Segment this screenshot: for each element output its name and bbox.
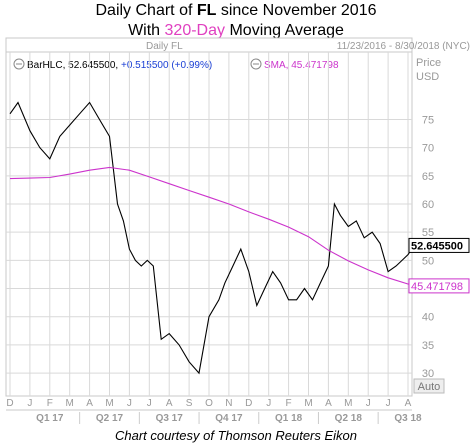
- x-month-label: D: [6, 398, 13, 409]
- x-month-label: S: [186, 398, 193, 409]
- x-quarter-label: Q2 17: [96, 413, 124, 424]
- axis-mode-button[interactable]: [413, 378, 445, 394]
- sma-series-line: [9, 166, 415, 287]
- last-sma-tag-bg: [408, 278, 470, 294]
- x-month-label: A: [166, 398, 173, 409]
- y-tick-label: 35: [422, 340, 434, 352]
- subtitle-suffix: Moving Average: [225, 22, 344, 39]
- price-axis-title: Price: [416, 57, 441, 69]
- x-month-label: D: [245, 398, 252, 409]
- x-quarter-label: Q2 18: [335, 413, 363, 424]
- x-quarter-label: Q3 17: [156, 413, 184, 424]
- y-tick-label: 55: [422, 227, 434, 239]
- price-axis-unit: USD: [416, 71, 439, 83]
- chart-subtitle-label: Daily FL: [146, 41, 183, 52]
- legend-sep-2: ,: [115, 60, 121, 71]
- legend-sma-last: 45.471798: [291, 60, 339, 71]
- last-price-tag: 52.645500: [408, 237, 470, 253]
- date-range-label: 11/23/2016 - 8/30/2018 (NYC): [337, 41, 470, 52]
- y-tick-label: 60: [422, 199, 434, 211]
- x-quarter-label: Q4 17: [215, 413, 243, 424]
- price-series-line: [9, 101, 415, 375]
- x-month-label: J: [266, 398, 271, 409]
- x-quarter-label: Q1 18: [275, 413, 303, 424]
- title-prefix: Daily Chart of: [95, 2, 197, 19]
- y-tick-label: 40: [422, 312, 434, 324]
- x-month-label: O: [205, 398, 213, 409]
- x-month-label: A: [86, 398, 93, 409]
- chart-subtitle: With 320-Day Moving Average: [0, 22, 472, 40]
- price-series-icon[interactable]: [13, 58, 25, 70]
- chart-title: Daily Chart of FL since November 2016: [0, 2, 472, 20]
- x-quarter-label: Q3 18: [394, 413, 422, 424]
- x-quarter-label: Q1 17: [36, 413, 64, 424]
- legend: BarHLC, 52.645500, +0.515500 (+0.99%) SM…: [13, 58, 339, 71]
- x-month-label: M: [344, 398, 352, 409]
- x-month-label: J: [127, 398, 132, 409]
- legend-price-text: BarHLC, 52.645500, +0.515500 (+0.99%): [27, 60, 212, 71]
- legend-price-last: 52.645500: [68, 60, 116, 71]
- x-month-label: M: [304, 398, 312, 409]
- chart-caption: Chart courtesy of Thomson Reuters Eikon: [114, 428, 358, 443]
- x-month-label: F: [47, 398, 53, 409]
- x-month-label: F: [286, 398, 292, 409]
- ma-period: 320-Day: [164, 22, 226, 39]
- y-tick-label: 70: [422, 143, 434, 155]
- ticker-symbol: FL: [196, 2, 217, 19]
- legend-sma-name: SMA: [264, 60, 286, 71]
- legend-price-change: +0.515500: [121, 60, 169, 71]
- x-month-label: N: [225, 398, 232, 409]
- date-axis-ticks: D J F M A M J J A S O N D J F M A M J J A Q1 17 Q2 17 Q3 17 Q4 1…: [6, 398, 422, 424]
- grid-lines: [6, 52, 412, 396]
- y-tick-label: 75: [422, 114, 434, 126]
- legend-price-name: BarHLC: [27, 60, 63, 71]
- x-month-label: M: [66, 398, 74, 409]
- x-month-label: A: [405, 398, 412, 409]
- x-month-label: J: [386, 398, 391, 409]
- legend-sep-1: ,: [63, 60, 69, 71]
- last-price-label: 52.645500: [411, 240, 463, 252]
- y-tick-label: 30: [422, 368, 434, 380]
- last-price-tag-bg: [408, 237, 470, 253]
- y-tick-label: 65: [422, 171, 434, 183]
- x-month-label: J: [366, 398, 371, 409]
- x-month-label: J: [27, 398, 32, 409]
- x-month-label: M: [105, 398, 113, 409]
- x-month-label: J: [147, 398, 152, 409]
- x-month-label: A: [325, 398, 332, 409]
- title-suffix: since November 2016: [216, 2, 377, 19]
- last-sma-tag: 45.471798: [408, 278, 470, 294]
- last-sma-label: 45.471798: [411, 281, 463, 293]
- legend-price-change-pct: (+0.99%): [171, 60, 212, 71]
- subtitle-prefix: With: [128, 22, 165, 39]
- y-tick-label: 50: [422, 255, 434, 267]
- legend-sma-text: SMA, 45.471798: [264, 60, 339, 71]
- axis-mode-label: Auto: [418, 381, 441, 393]
- sma-series-icon[interactable]: [250, 58, 262, 70]
